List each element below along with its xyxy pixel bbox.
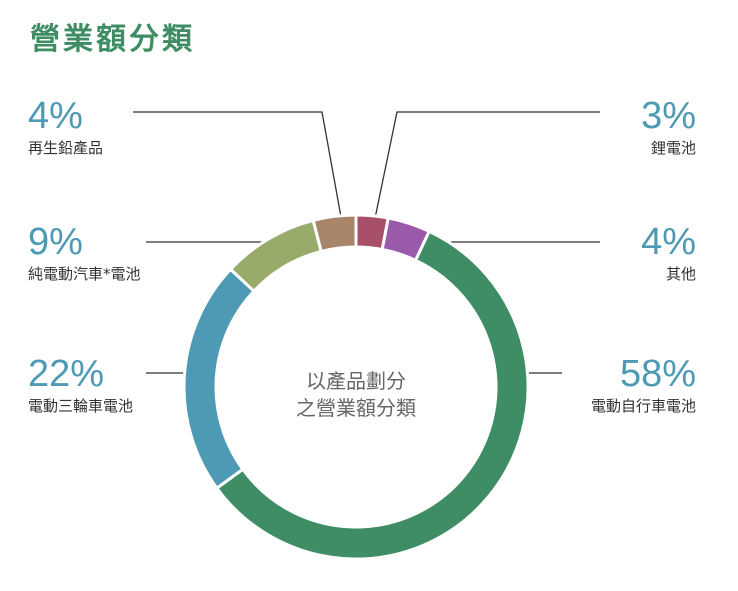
chart-title: 營業額分類 [30, 22, 195, 57]
slice-percent: 58% [619, 353, 696, 395]
slice-label-lithium: 3% 鋰電池 [641, 96, 696, 158]
slice-name: 鋰電池 [650, 139, 696, 157]
slice-label-ebike: 58% 電動自行車電池 [591, 354, 696, 416]
slice-4 [228, 218, 324, 294]
center-label-line-1: 以產品劃分 [306, 369, 406, 393]
slice-label-ev: 9% 純電動汽車*電池 [28, 222, 141, 284]
slice-label-other: 4% 其他 [641, 222, 696, 284]
slice-name: 純電動汽車*電池 [28, 265, 141, 283]
donut-slices [182, 213, 530, 561]
center-label-line-2: 之營業額分類 [296, 396, 416, 420]
leader-line-5 [133, 111, 344, 229]
slice-name: 電動自行車電池 [590, 397, 696, 415]
leader-line-0 [372, 111, 600, 229]
slice-label-recycled-lead: 4% 再生鉛產品 [28, 96, 103, 158]
slice-label-etricycle: 22% 電動三輪車電池 [28, 354, 133, 416]
center-label: 以產品劃分 之營業額分類 [256, 368, 456, 422]
slice-percent: 4% [28, 95, 83, 137]
slice-percent: 9% [28, 221, 83, 263]
slice-5 [311, 213, 358, 254]
slice-name: 再生鉛產品 [28, 139, 104, 157]
slice-percent: 4% [641, 221, 696, 263]
slice-2 [214, 229, 530, 561]
slice-name: 其他 [665, 265, 696, 283]
slice-percent: 22% [28, 353, 105, 395]
slice-percent: 3% [641, 95, 696, 137]
slice-name: 電動三輪車電池 [28, 397, 134, 415]
slice-3 [182, 267, 257, 491]
